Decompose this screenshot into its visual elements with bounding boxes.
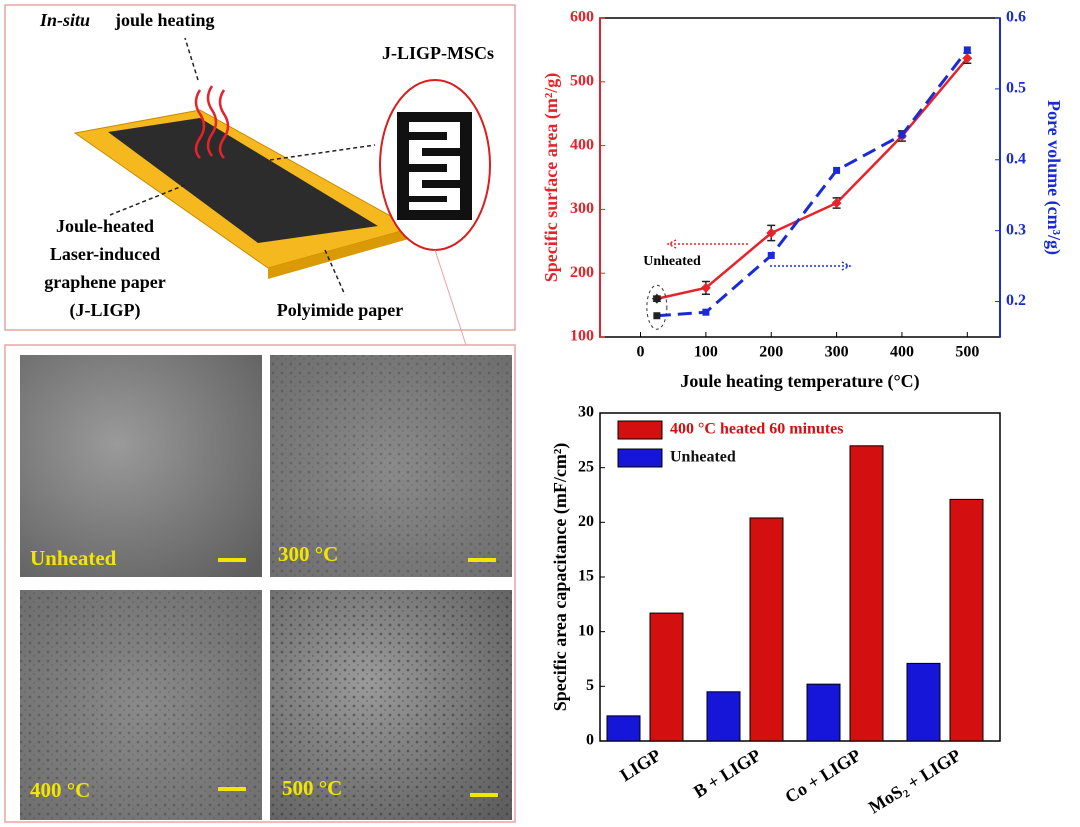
y2-tick-label: 0.4 bbox=[1006, 150, 1026, 167]
y-axis-title: Specific area capacitance (mF/cm²) bbox=[550, 443, 571, 711]
y-tick-label: 200 bbox=[570, 264, 594, 281]
sem-texture bbox=[20, 590, 262, 820]
substrate-label: Polyimide paper bbox=[277, 300, 404, 320]
panel-border bbox=[4, 344, 516, 823]
arrow-red bbox=[666, 239, 748, 249]
marker bbox=[653, 312, 661, 320]
x-tick-label: 300 bbox=[825, 344, 849, 361]
x-axis-title: Joule heating temperature (°C) bbox=[680, 371, 919, 392]
marker bbox=[702, 308, 710, 316]
y2-tick-label: 0.2 bbox=[1006, 292, 1026, 309]
y-tick-label: 600 bbox=[570, 9, 594, 26]
graphene-sheet bbox=[108, 118, 378, 243]
substrate-edge bbox=[268, 228, 412, 279]
sheet-label: graphene paper bbox=[44, 272, 166, 292]
x-tick-label: MoS₂ + LIGP bbox=[865, 745, 964, 817]
heating-label-italic: In-situ bbox=[39, 10, 90, 30]
x-tick-label: 500 bbox=[955, 344, 979, 361]
x-tick-label: 200 bbox=[759, 344, 783, 361]
sem-label: Unheated bbox=[30, 546, 117, 570]
y-tick-label: 300 bbox=[570, 200, 594, 217]
y2-axis-title: Pore volume (cm³/g) bbox=[1043, 100, 1064, 255]
y-tick-label: 30 bbox=[578, 404, 594, 421]
legend-label: Unheated bbox=[670, 449, 736, 466]
bar bbox=[806, 683, 841, 742]
heating-label: joule heating bbox=[114, 10, 215, 30]
bar bbox=[949, 498, 984, 742]
interdigitated-electrode bbox=[397, 112, 472, 220]
sem-texture bbox=[270, 355, 512, 577]
y-tick-label: 10 bbox=[578, 622, 594, 639]
x-tick-label: 0 bbox=[637, 344, 645, 361]
x-tick-label: B + LIGP bbox=[690, 745, 764, 802]
legend-swatch bbox=[617, 420, 663, 440]
pointer-lines bbox=[109, 37, 376, 296]
x-tick-label: 100 bbox=[694, 344, 718, 361]
y2-tick-label: 0.5 bbox=[1006, 80, 1026, 97]
sheet-label: Joule-heated bbox=[56, 216, 154, 236]
series-line bbox=[656, 57, 969, 300]
marker bbox=[700, 282, 711, 293]
annotation-circle bbox=[646, 284, 668, 330]
marker bbox=[766, 228, 777, 238]
panel-border bbox=[4, 4, 516, 331]
marker bbox=[651, 293, 662, 304]
y-axis-title: Specific surface area (m²/g) bbox=[541, 73, 562, 283]
y-tick-label: 0 bbox=[586, 732, 594, 749]
sem-label: 300 °C bbox=[278, 542, 338, 566]
y2-tick-label: 0.3 bbox=[1006, 221, 1026, 238]
y-tick-label: 15 bbox=[578, 568, 594, 585]
y-tick-label: 500 bbox=[570, 72, 594, 89]
annotation: Unheated bbox=[643, 254, 701, 269]
y-tick-label: 100 bbox=[570, 328, 594, 345]
x-tick-label: 400 bbox=[890, 344, 914, 361]
y-tick-label: 400 bbox=[570, 136, 594, 153]
sheet-label: Laser-induced bbox=[50, 244, 160, 264]
y-tick-label: 25 bbox=[578, 458, 594, 475]
bar bbox=[906, 662, 941, 742]
bar bbox=[849, 445, 884, 742]
y-tick-label: 20 bbox=[578, 513, 594, 530]
connector bbox=[434, 249, 467, 346]
marker bbox=[833, 166, 841, 174]
heat-waves bbox=[194, 85, 230, 159]
bar bbox=[606, 715, 641, 742]
marker bbox=[962, 53, 973, 64]
bar bbox=[706, 691, 741, 742]
sem-texture bbox=[270, 590, 512, 820]
marker bbox=[831, 198, 842, 208]
marker bbox=[767, 251, 775, 259]
sem-label: 500 °C bbox=[282, 776, 342, 800]
scale-bars bbox=[218, 558, 498, 797]
marker bbox=[898, 131, 906, 139]
y2-tick-label: 0.6 bbox=[1006, 9, 1026, 26]
sheet-label: (J-LIGP) bbox=[70, 300, 141, 321]
legend-label: 400 °C heated 60 minutes bbox=[670, 421, 844, 438]
sem-label: 400 °C bbox=[30, 778, 90, 802]
y-tick-label: 5 bbox=[586, 677, 594, 694]
bar bbox=[749, 517, 784, 742]
device-label: J-LIGP-MSCs bbox=[382, 43, 494, 63]
arrow-blue bbox=[770, 261, 852, 271]
sem-image bbox=[20, 355, 262, 577]
x-tick-label: Co + LIGP bbox=[781, 745, 864, 807]
legend-swatch bbox=[617, 448, 663, 468]
bar bbox=[649, 612, 684, 742]
series-line bbox=[656, 48, 969, 318]
x-tick-label: LIGP bbox=[616, 745, 664, 785]
plot-frame bbox=[599, 17, 1001, 338]
marker bbox=[963, 46, 971, 54]
